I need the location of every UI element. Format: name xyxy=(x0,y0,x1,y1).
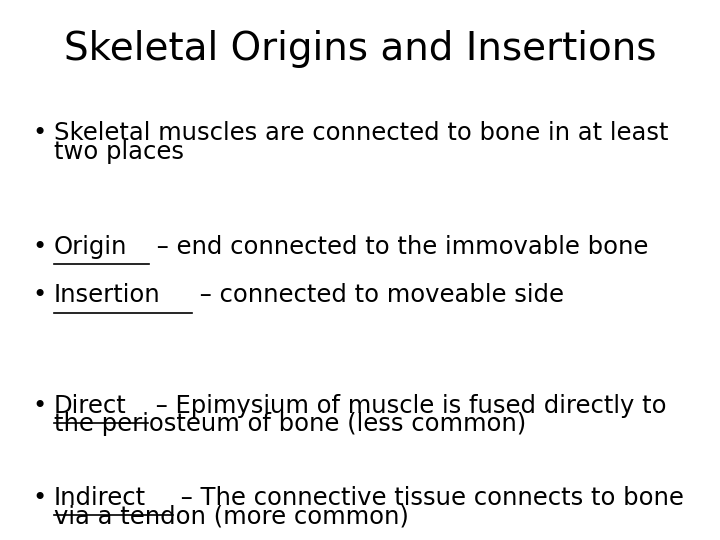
Text: •: • xyxy=(32,122,47,145)
Text: – Epimysium of muscle is fused directly to: – Epimysium of muscle is fused directly … xyxy=(148,394,667,418)
Text: •: • xyxy=(32,235,47,259)
Text: Skeletal Origins and Insertions: Skeletal Origins and Insertions xyxy=(64,30,656,68)
Text: Origin: Origin xyxy=(54,235,127,259)
Text: Insertion: Insertion xyxy=(54,284,161,307)
Text: Indirect: Indirect xyxy=(54,486,146,510)
Text: the periosteum of bone (less common): the periosteum of bone (less common) xyxy=(54,413,526,436)
Text: •: • xyxy=(32,486,47,510)
Text: – connected to moveable side: – connected to moveable side xyxy=(192,284,564,307)
Text: two places: two places xyxy=(54,139,184,164)
Text: – The connective tissue connects to bone: – The connective tissue connects to bone xyxy=(173,486,684,510)
Text: – end connected to the immovable bone: – end connected to the immovable bone xyxy=(148,235,648,259)
Text: via a tendon (more common): via a tendon (more common) xyxy=(54,504,409,528)
Text: •: • xyxy=(32,284,47,307)
Text: Direct: Direct xyxy=(54,394,127,418)
Text: •: • xyxy=(32,394,47,418)
Text: Skeletal muscles are connected to bone in at least: Skeletal muscles are connected to bone i… xyxy=(54,122,668,145)
